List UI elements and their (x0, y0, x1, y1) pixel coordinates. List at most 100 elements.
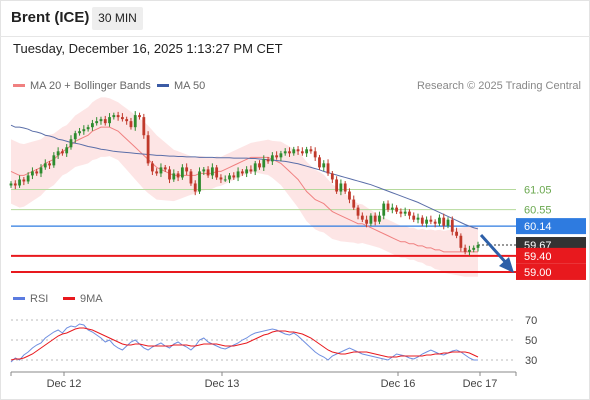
candle-body (91, 123, 94, 128)
candle-body (360, 215, 364, 220)
legend-rsi: RSI (13, 293, 48, 305)
candle-body (95, 121, 99, 124)
candle-body (125, 119, 129, 122)
timeframe-button[interactable]: 30 MIN (92, 7, 143, 30)
candle-body (468, 249, 471, 252)
candle-body (429, 219, 433, 222)
ma20-label: MA 20 + Bollinger Bands (30, 80, 151, 92)
candle-body (133, 115, 137, 128)
candle-body (446, 219, 450, 226)
rsi-line (10, 323, 478, 363)
candle-body (245, 169, 249, 174)
legend-ma20: MA 20 + Bollinger Bands (13, 80, 151, 92)
candle-body (150, 163, 154, 172)
candle-body (86, 127, 90, 130)
candle-body (420, 217, 424, 224)
candle-body (129, 121, 133, 128)
candle-body (382, 203, 386, 216)
candle-body (433, 221, 437, 224)
rsi-tick-label: 30 (525, 355, 537, 367)
candle-body (31, 171, 34, 176)
candle-body (450, 219, 454, 232)
candle-body (13, 183, 17, 186)
rsi-tick-label: 50 (525, 335, 537, 347)
candle-body (438, 217, 441, 224)
rsi-ma-line (10, 327, 479, 361)
candle-body (189, 171, 193, 184)
candle-body (476, 245, 480, 248)
candle-body (82, 129, 86, 132)
candle-body (403, 211, 407, 214)
candle-body (210, 167, 214, 176)
price-tag-label-s2: 59.00 (524, 267, 552, 279)
candle-body (146, 135, 150, 164)
candle-body (236, 171, 240, 178)
candle-body (61, 151, 64, 154)
candle-body (168, 169, 171, 180)
ma20-line (10, 126, 478, 253)
candle-body (352, 199, 356, 208)
candle-body (296, 149, 300, 152)
candle-body (356, 207, 360, 216)
forecast-arrowhead (499, 257, 514, 273)
candle-body (416, 217, 420, 220)
candle-body (232, 175, 236, 178)
candle-body (39, 167, 43, 174)
candle-body (206, 169, 210, 176)
candle-body (240, 171, 244, 174)
candle-body (412, 215, 416, 220)
rsi-tick-label: 70 (525, 315, 537, 327)
candle-body (198, 171, 201, 192)
candle-body (279, 153, 283, 158)
candle-body (69, 139, 73, 148)
candle-body (18, 179, 21, 186)
ma50-swatch (157, 83, 169, 87)
candle-body (116, 115, 120, 118)
timestamp: Tuesday, December 16, 2025 1:13:27 PM CE… (13, 41, 283, 56)
candle-body (185, 167, 189, 172)
candle-body (339, 183, 343, 192)
candle-body (26, 175, 30, 182)
candle-body (35, 171, 39, 174)
candle-body (378, 215, 381, 222)
candle-body (223, 179, 227, 181)
candle-body (73, 133, 77, 140)
ma20-swatch (13, 83, 25, 87)
candle-body (78, 131, 81, 134)
candle-body (373, 215, 377, 222)
candle-body (348, 191, 351, 200)
candle-body (172, 173, 176, 180)
candle-body (103, 119, 107, 124)
candle-body (335, 179, 339, 192)
price-tag-s1 (516, 247, 586, 264)
candle-body (253, 163, 257, 172)
candle-body (180, 167, 184, 178)
bollinger-band (11, 97, 478, 277)
candle-body (326, 163, 330, 174)
candle-body (322, 163, 326, 168)
candle-body (459, 235, 463, 248)
candle-body (425, 219, 428, 224)
rsi-ma-swatch (63, 296, 75, 300)
candle-body (288, 151, 291, 154)
price-tag-label-pivot: 60.14 (524, 221, 552, 233)
candle-body (163, 167, 167, 170)
candle-body (262, 159, 266, 168)
price-tag-s2 (516, 263, 586, 280)
price-tag-pivot (516, 218, 586, 235)
instrument-title: Brent (ICE) (11, 9, 90, 26)
candle-body (343, 183, 347, 192)
candle-body (472, 247, 476, 250)
candle-body (99, 119, 103, 122)
time-tick-label: Dec 12 (47, 378, 82, 390)
candle-body (56, 151, 60, 156)
candle-body (463, 247, 467, 252)
candle-body (120, 117, 124, 120)
candle-body (138, 115, 141, 118)
forecast-arrow (479, 233, 510, 267)
candle-body (48, 163, 51, 166)
ma50-line (10, 124, 479, 230)
resistance-label-r2: 60.55 (524, 205, 552, 217)
candle-body (112, 115, 116, 118)
